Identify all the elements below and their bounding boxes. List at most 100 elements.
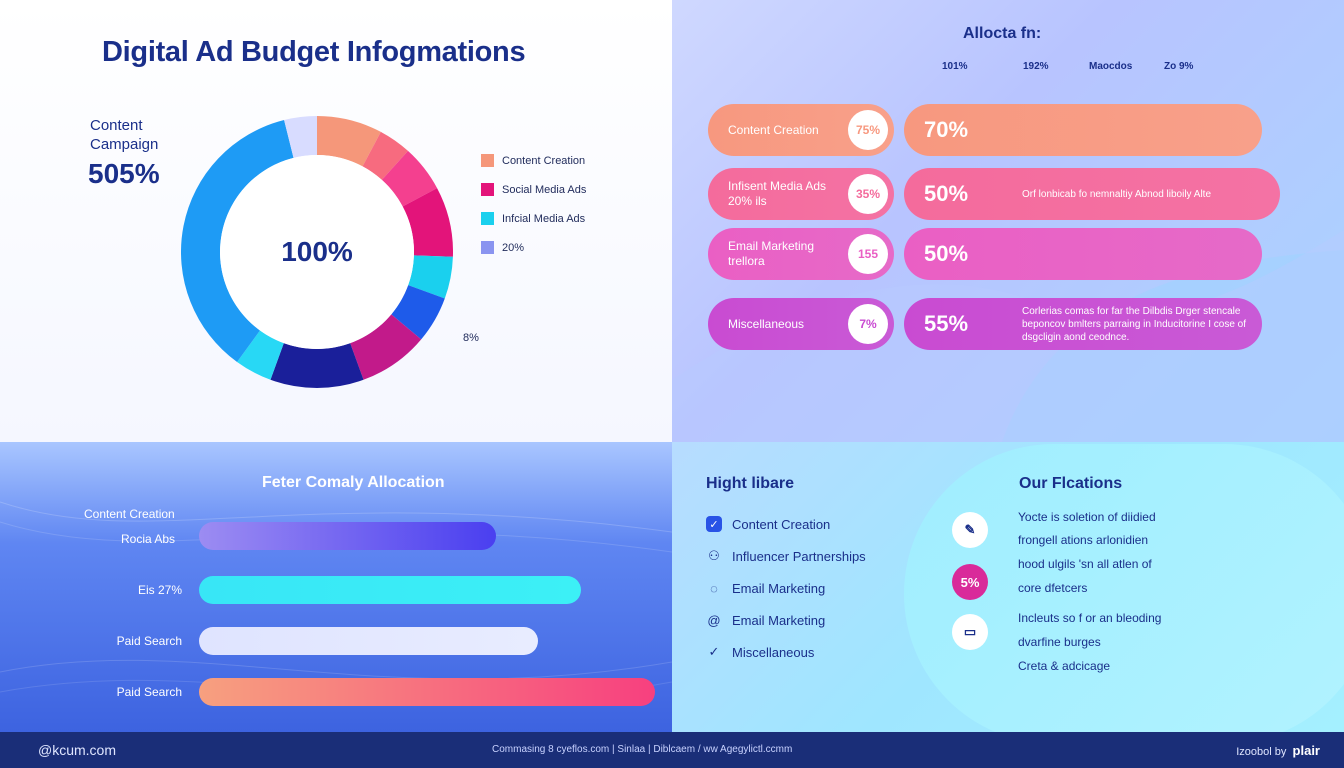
legend-swatch [481, 212, 494, 225]
bar-chart-bar [199, 678, 655, 706]
legend-item: Social Media Ads [481, 175, 586, 204]
highlights-panel: Hight libare ✓ Content Creation ⚇ Influence… [672, 442, 1344, 732]
bar-chart-bar [199, 576, 581, 604]
bar-chart-title: Feter Comaly Allocation [262, 474, 445, 491]
offering-text: Creta & adcicage [1018, 659, 1111, 673]
footer-links[interactable]: Commasing 8 cyeflos.com | Sinlaa | Diblc… [492, 744, 793, 755]
donut-segment [181, 120, 294, 363]
allocation-col-3: Zo 9% [1164, 61, 1194, 72]
bar-chart-bar [199, 627, 539, 655]
bar-chart-category-label: Paid Search [116, 634, 182, 648]
allocation-row-label: Infisent Media Ads 20% ils [728, 179, 827, 208]
allocation-panel: Allocta fn: 101% 192% Maocdos Zo 9% Cont… [672, 0, 1344, 442]
legend-label: 20% [502, 241, 525, 254]
allocation-row-label-pill: Email Marketing trellora 155 [708, 228, 894, 280]
donut-hole [220, 155, 414, 349]
footer-logo[interactable]: plair [1292, 743, 1320, 758]
offering-text: Incleuts so f or an bleoding [1018, 611, 1162, 625]
highlight-item: ◌ Email Marketing [706, 572, 866, 604]
highlight-item: ✓ Content Creation [706, 508, 866, 540]
at-icon: @ [707, 612, 721, 628]
donut-panel: Digital Ad Budget Infogmations Content C… [0, 0, 672, 442]
legend-item: Content Creation [481, 146, 586, 175]
allocation-row-label-pill: Content Creation 75% [708, 104, 894, 156]
allocation-row-bar: 70% [904, 104, 1262, 156]
bar-chart-category-label: Content Creation [84, 507, 175, 521]
highlight-label: Influencer Partnerships [732, 548, 866, 564]
highlight-item: ✓ Miscellaneous [706, 636, 866, 668]
allocation-row-value: 55% [924, 311, 969, 336]
donut-segment [381, 150, 438, 207]
allocation-row-label: Content Creation [728, 122, 819, 137]
offering-text: core dfetcers [1018, 581, 1088, 595]
offerings-title: Our Flcations [1019, 475, 1123, 492]
legend-swatch [481, 241, 494, 254]
offering-text: dvarfine burges [1018, 635, 1101, 649]
legend-label: Infcial Media Ads [502, 212, 586, 225]
allocation-col-2: Maocdos [1089, 61, 1133, 72]
donut-segment [362, 131, 409, 180]
allocation-row-note: Orf lonbicab fo nemnaltiy Abnod liboily … [1022, 188, 1211, 200]
bar-chart-panel: Feter Comaly Allocation Content Creation… [0, 442, 672, 732]
legend-label: Social Media Ads [502, 183, 587, 196]
footer-credit-prefix: Izoobol by [1236, 746, 1287, 758]
allocation-row-label: Email Marketing trellora [728, 239, 815, 268]
footer-credit: Izoobol by plair [1236, 743, 1320, 758]
allocation-row-label: Miscellaneous [728, 316, 805, 331]
donut-segment [391, 285, 445, 340]
footer-site-link[interactable]: @kcum.com [38, 742, 116, 758]
offering-text: hood ulgils 'sn all atlen of [1018, 557, 1152, 571]
highlights-list: ✓ Content Creation ⚇ Influencer Partnership… [706, 508, 866, 668]
donut-segment [408, 255, 453, 299]
bar-chart-category-label: Paid Search [116, 685, 182, 699]
donut-stray-label: 8% [463, 332, 479, 344]
donut-segment [270, 343, 364, 388]
bar-chart-category-label: Rocia Abs [121, 532, 176, 546]
mail-icon: ◌ [710, 580, 718, 596]
allocation-row-badge: 35% [848, 174, 888, 214]
donut-segment [237, 330, 284, 380]
allocation-row-badge: 7% [848, 304, 888, 344]
highlights-title: Hight libare [706, 475, 795, 492]
allocation-col-1: 192% [1023, 61, 1049, 72]
legend-item: 20% [481, 233, 586, 262]
highlight-label: Email Marketing [732, 580, 826, 596]
allocation-row-label-pill: Infisent Media Ads 20% ils 35% [708, 168, 894, 220]
donut-chart [181, 116, 453, 388]
allocation-row-value: 50% [924, 181, 969, 206]
legend-label: Content Creation [502, 154, 586, 167]
people-icon: ⚇ [708, 548, 720, 563]
allocation-row-label-pill: Miscellaneous 7% [708, 298, 894, 350]
allocation-row-badge: 75% [848, 110, 888, 150]
highlight-item: ⚇ Influencer Partnerships [706, 540, 866, 572]
donut-segment [402, 188, 453, 257]
card-icon: ▭ [952, 614, 988, 650]
percent-badge: 5% [952, 564, 988, 600]
donut-segment [317, 116, 381, 167]
highlight-label: Email Marketing [732, 612, 826, 628]
check-icon: ✓ [706, 516, 722, 532]
offering-text: frongell ations arlonidien [1018, 533, 1149, 547]
offering-text: Yocte is soletion of diidied [1018, 510, 1156, 524]
highlight-item: @ Email Marketing [706, 604, 866, 636]
allocation-col-0: 101% [942, 61, 968, 72]
legend-item: Infcial Media Ads [481, 204, 586, 233]
donut-segment [284, 116, 317, 158]
bar-chart-category-label: Eis 27% [137, 583, 182, 597]
allocation-title: Allocta fn: [963, 25, 1042, 42]
legend-swatch [481, 154, 494, 167]
allocation-row-value: 50% [924, 241, 969, 266]
donut-legend: Content Creation Social Media Ads Infcial … [481, 146, 586, 262]
bar-chart-bar [199, 522, 496, 550]
content-campaign-value: 505% [88, 158, 160, 189]
allocation-row-bar: 50% [904, 228, 1262, 280]
page-title: Digital Ad Budget Infogmations [102, 36, 526, 68]
highlight-label: Miscellaneous [732, 644, 815, 660]
pen-icon: ✎ [952, 512, 988, 548]
allocation-row-value: 70% [924, 117, 969, 142]
allocation-row-note: Corlerias comas for far the Dilbdis Drge… [1022, 305, 1247, 343]
highlight-label: Content Creation [732, 516, 831, 532]
allocation-row-badge: 155 [848, 234, 888, 274]
checkmark-icon: ✓ [708, 644, 720, 659]
donut-segment [350, 314, 422, 380]
